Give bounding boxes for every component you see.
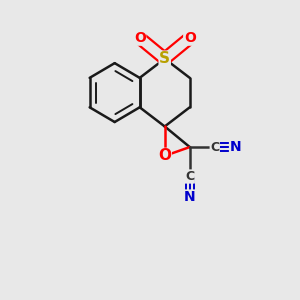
Text: C: C [210, 141, 219, 154]
Text: N: N [230, 140, 241, 154]
Text: S: S [159, 51, 170, 66]
Text: O: O [134, 31, 146, 45]
Text: C: C [185, 170, 194, 183]
Text: O: O [158, 148, 171, 164]
Text: O: O [184, 31, 196, 45]
Text: N: N [184, 190, 196, 204]
